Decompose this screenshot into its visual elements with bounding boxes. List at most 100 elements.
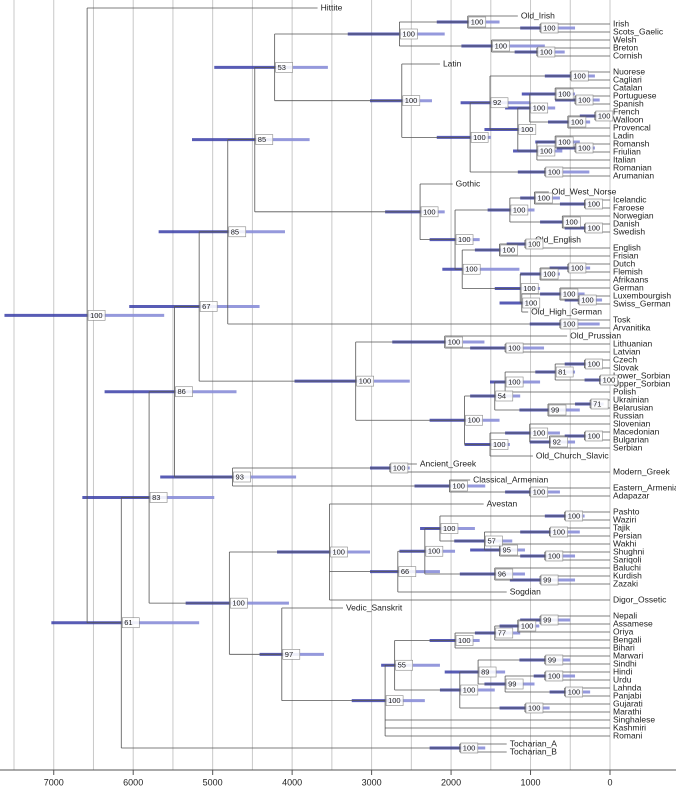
leaf-label: Luxembourgish (613, 290, 671, 300)
leaf-label: Afrikaans (613, 274, 648, 284)
leaf-label: Danish (613, 218, 640, 228)
support-box (402, 95, 421, 106)
support-box (530, 102, 549, 114)
leaf-label: Welsh (613, 34, 637, 44)
support-label: 100 (581, 295, 594, 304)
leaf-label: Digor_Ossetic (613, 594, 667, 604)
leaf-label: Spanish (613, 98, 644, 108)
support-label: 71 (593, 399, 601, 408)
x-tick-label: 2000 (441, 777, 461, 787)
leaf-label: Old_Prussian (570, 330, 621, 340)
support-box (505, 678, 524, 690)
support-box (465, 414, 483, 426)
support-label: 100 (448, 337, 461, 346)
leaf-label: French (613, 106, 640, 116)
support-box (450, 480, 468, 492)
support-label: 100 (525, 298, 538, 307)
support-box (575, 142, 594, 154)
support-label: 92 (493, 98, 501, 107)
support-box (585, 358, 603, 370)
support-label: 54 (498, 391, 506, 400)
support-label: 100 (90, 311, 103, 320)
support-label: 100 (508, 343, 521, 352)
support-box (500, 244, 518, 256)
leaf-label: Oriya (613, 626, 634, 636)
support-label: 100 (521, 125, 534, 134)
support-label: 100 (423, 207, 436, 216)
support-box (585, 430, 603, 442)
support-box (570, 70, 589, 82)
support-box (568, 262, 587, 274)
support-label: 100 (495, 41, 508, 50)
support-box (495, 390, 514, 402)
leaf-label: Cornish (613, 50, 643, 60)
support-label: 100 (533, 487, 546, 496)
leaf-label: Tocharian_A (510, 738, 558, 748)
support-label: 66 (401, 567, 409, 576)
support-label: 100 (540, 146, 553, 155)
leaf-label: Ladin (613, 130, 634, 140)
leaf-label: Classical_Armenian (473, 474, 548, 484)
leaf-label: Belarusian (613, 402, 653, 412)
support-box (495, 568, 514, 580)
support-box (199, 301, 218, 312)
support-label: 100 (463, 743, 476, 752)
support-label: 99 (543, 575, 551, 584)
leaf-label: Upper_Sorbian (613, 378, 670, 388)
support-box (565, 510, 584, 522)
leaf-label: Slovak (613, 362, 639, 372)
support-label: 100 (568, 511, 581, 520)
x-tick-label: 4000 (282, 777, 302, 787)
support-label: 100 (393, 463, 406, 472)
support-label: 100 (533, 428, 546, 437)
support-label: 100 (513, 205, 526, 214)
support-label: 100 (528, 703, 541, 712)
support-label: 77 (498, 628, 506, 637)
support-label: 100 (588, 223, 601, 232)
support-box (550, 436, 568, 448)
support-label: 100 (573, 71, 586, 80)
support-label: 100 (543, 269, 556, 278)
leaf-label: Kashmiri (613, 722, 646, 732)
support-box (492, 40, 510, 52)
support-label: 100 (402, 29, 415, 38)
support-label: 100 (548, 167, 561, 176)
leaf-label: Arvanitika (613, 322, 651, 332)
leaf-label: Ancient_Greek (420, 458, 477, 468)
support-box (462, 263, 481, 275)
support-label: 100 (588, 359, 601, 368)
support-box (545, 166, 564, 178)
support-box (518, 620, 537, 632)
leaf-label: Cagliari (613, 74, 642, 84)
leaf-label: Provencal (613, 122, 651, 132)
leaf-label: Macedonian (613, 426, 660, 436)
support-box (420, 206, 439, 218)
leaf-label: Romanian (613, 162, 652, 172)
support-box (520, 283, 539, 294)
support-box (395, 659, 413, 671)
support-box (505, 342, 524, 354)
axis-layer: 7000 6000 5000 4000 3000 2000 1000 0 (0, 769, 676, 787)
leaf-label: Sogdian (510, 586, 541, 596)
support-box (540, 268, 559, 280)
support-label: 100 (493, 440, 506, 449)
leaf-label: Marathi (613, 706, 641, 716)
support-label: 89 (481, 667, 489, 676)
leaf-label: Portuguese (613, 90, 657, 100)
leaf-label: Modern_Greek (613, 466, 670, 476)
support-box (540, 574, 559, 586)
leaf-label: Lower_Sorbian (613, 370, 670, 380)
leaf-label: Persian (613, 530, 642, 540)
leaf-label: Adapazar (613, 490, 650, 500)
leaf-label: Tajik (613, 522, 631, 532)
leaf-label: Irish (613, 18, 629, 28)
leaf-label: Flemish (613, 266, 643, 276)
support-box (535, 192, 553, 204)
support-label: 100 (563, 319, 576, 328)
leaf-label: Icelandic (613, 194, 647, 204)
leaf-label: Faroese (613, 202, 644, 212)
support-label: 99 (508, 679, 516, 688)
leaf-label: Lahnda (613, 682, 642, 692)
support-box (530, 427, 549, 439)
